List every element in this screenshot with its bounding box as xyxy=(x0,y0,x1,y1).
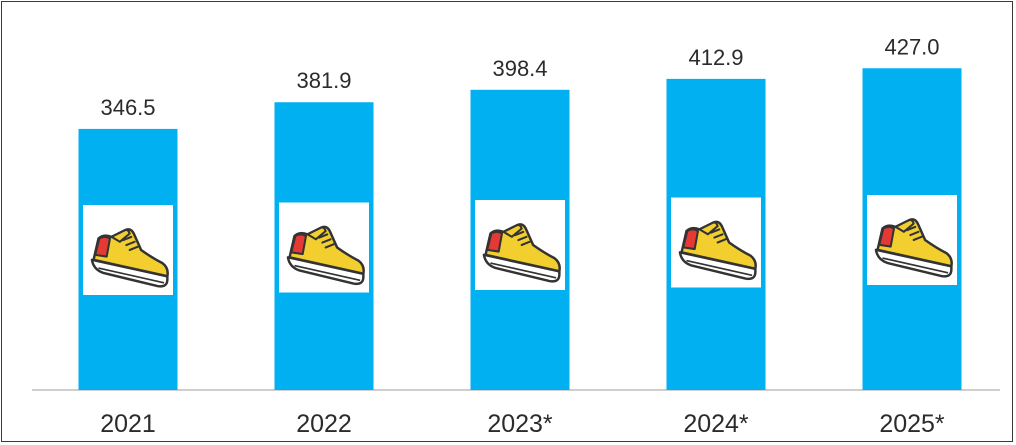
data-label: 346.5 xyxy=(100,95,155,120)
bar-group-2025: 427.0 2025* xyxy=(862,34,962,438)
x-tick-label: 2025* xyxy=(879,410,945,438)
data-label: 427.0 xyxy=(884,34,939,59)
data-label: 398.4 xyxy=(492,56,547,81)
sneaker-icon xyxy=(286,225,365,286)
bar-group-2023: 398.4 2023* xyxy=(470,56,570,438)
x-tick-label: 2022 xyxy=(296,410,352,438)
bar-group-2022: 381.9 2022 xyxy=(274,68,374,438)
bar-series: 346.5 2021 381.9 2022 398.4 2023* 412.9 2024* 42… xyxy=(78,34,962,438)
bar-group-2021: 346.5 2021 xyxy=(78,95,178,438)
data-label: 381.9 xyxy=(296,68,351,93)
x-tick-label: 2024* xyxy=(683,410,749,438)
x-tick-label: 2023* xyxy=(487,410,553,438)
sneaker-icon xyxy=(90,228,169,288)
bar-group-2024: 412.9 2024* xyxy=(666,45,766,438)
sneaker-icon xyxy=(678,220,757,281)
sneaker-icon xyxy=(482,223,561,283)
sneaker-icon xyxy=(874,218,953,278)
data-label: 412.9 xyxy=(688,45,743,70)
x-tick-label: 2021 xyxy=(100,410,156,438)
